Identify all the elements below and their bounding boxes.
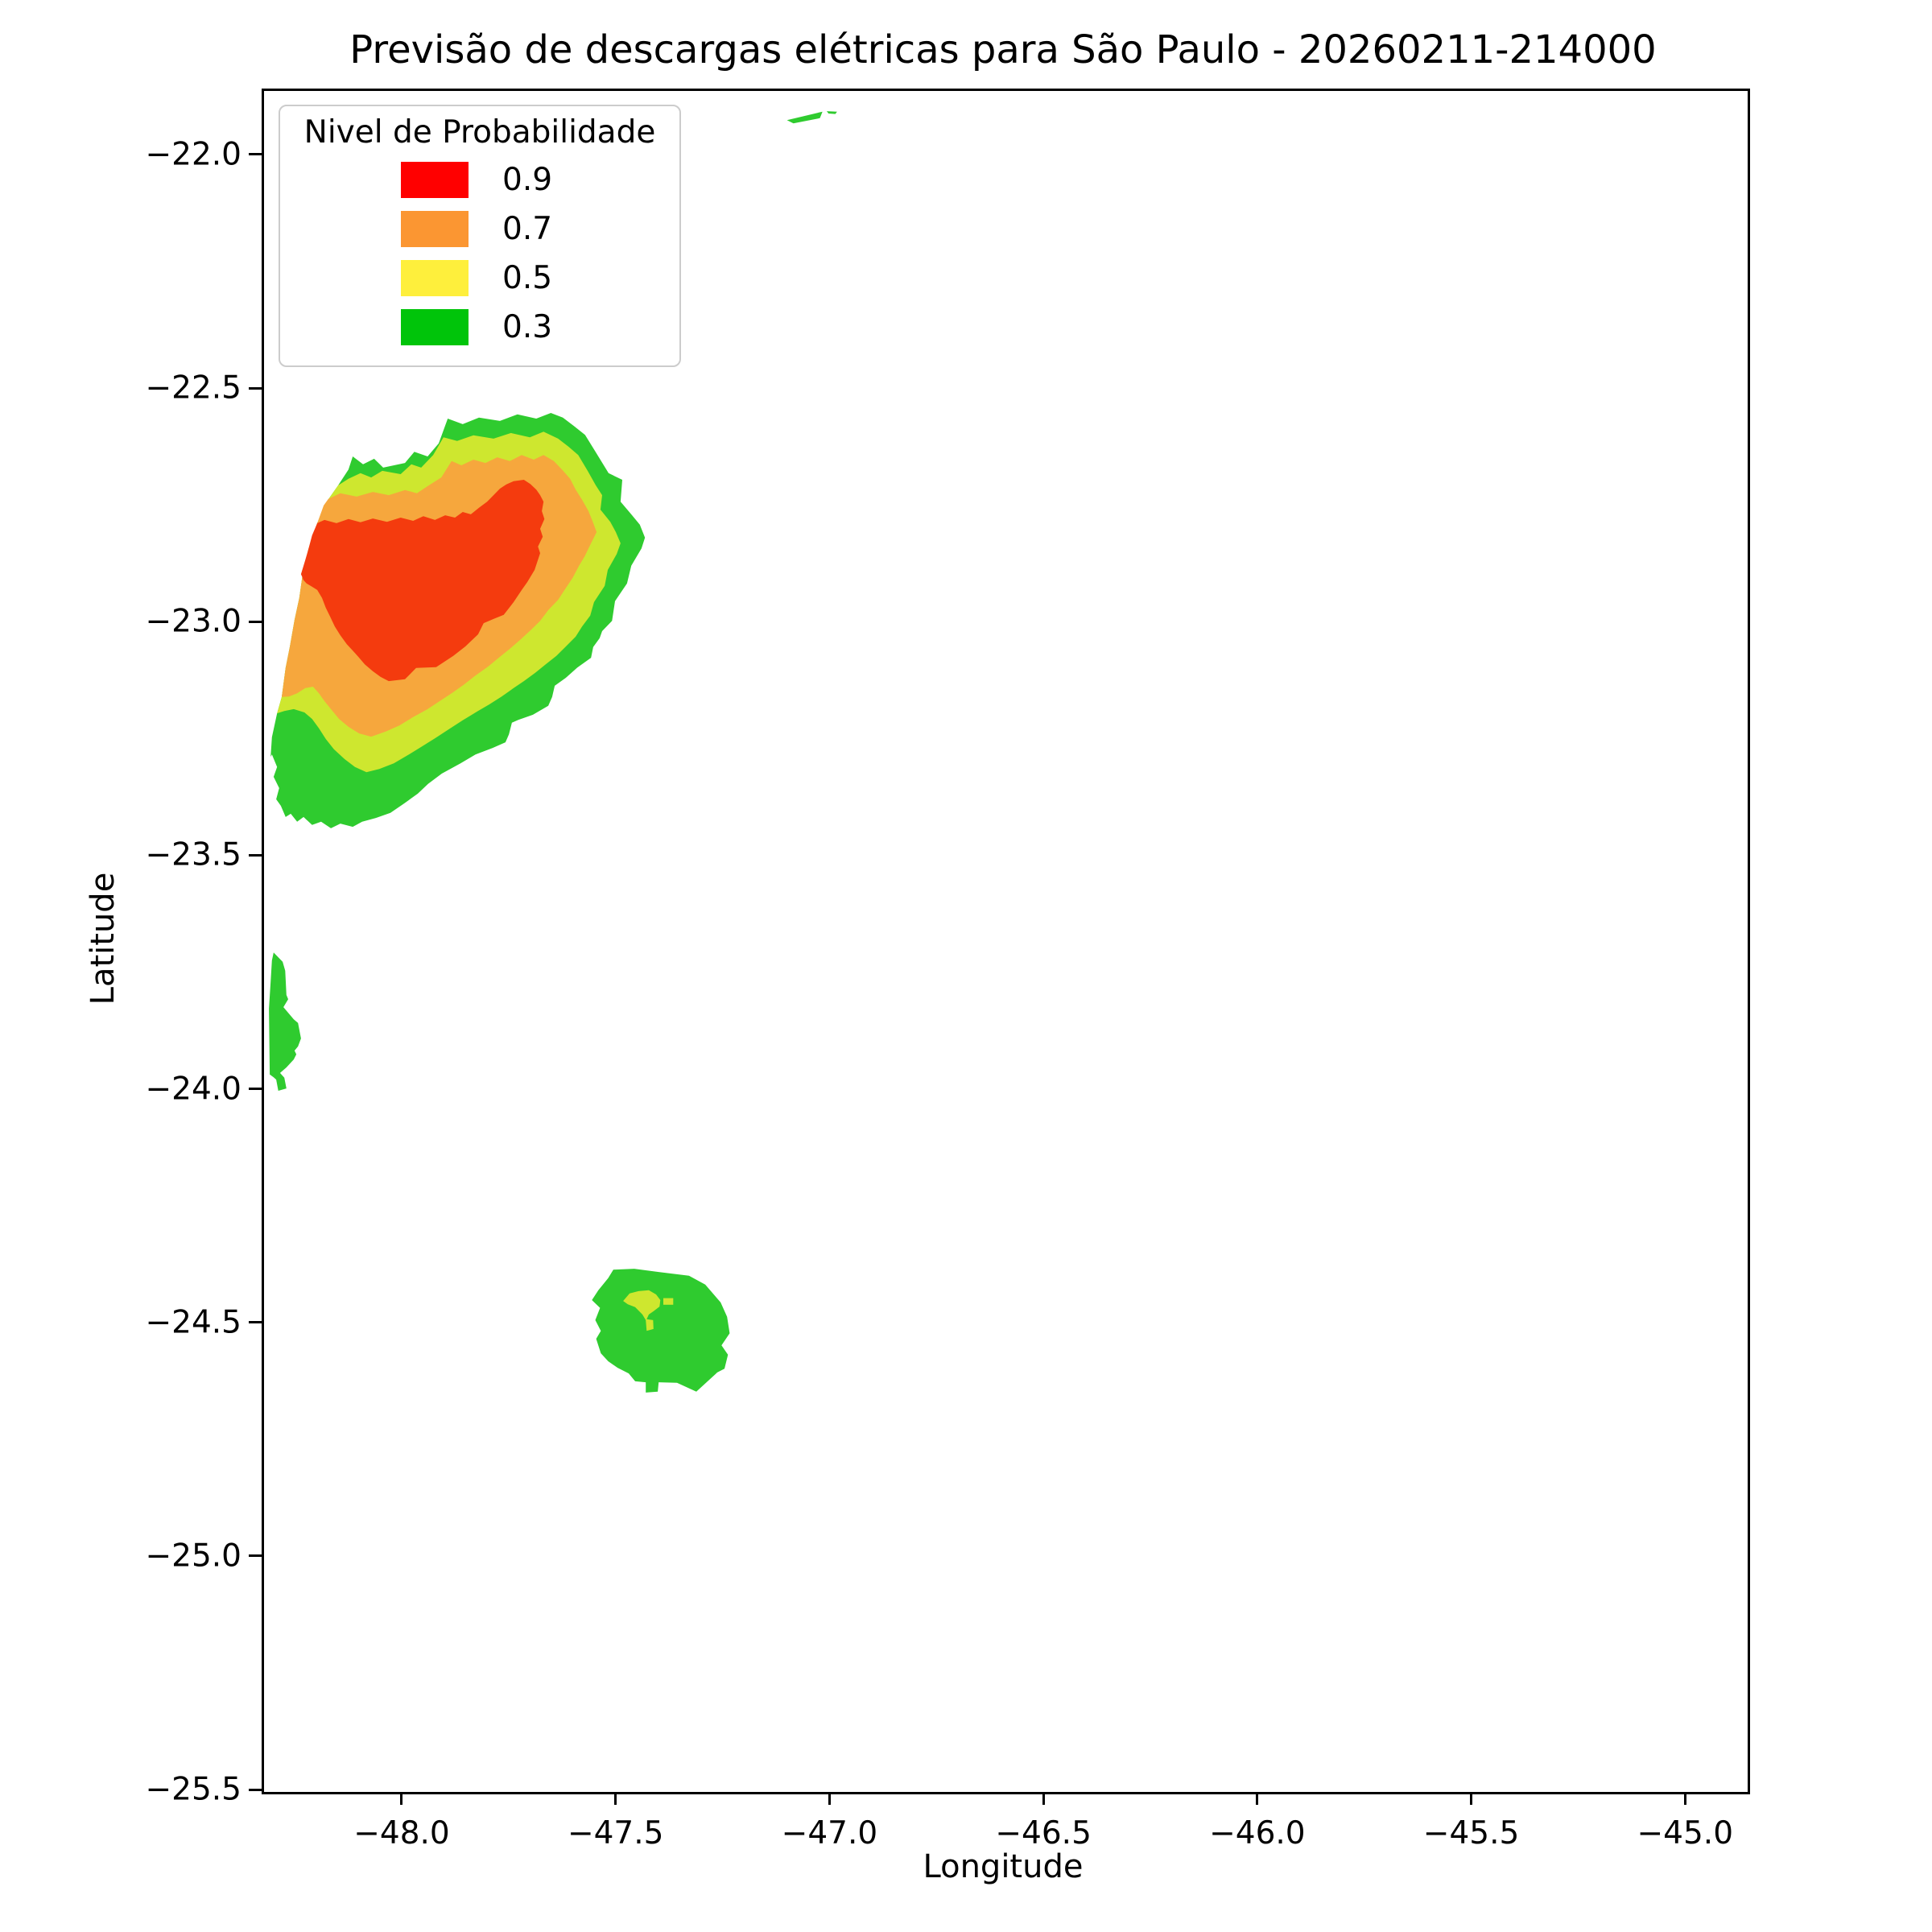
legend-item: 0.9 (280, 155, 679, 204)
legend-rows: 0.9 0.7 0.5 0.3 (280, 155, 679, 352)
legend-item: 0.5 (280, 254, 679, 303)
x-tick-mark (1256, 1792, 1259, 1805)
y-tick-label: −22.5 (145, 369, 242, 407)
y-tick-label: −25.0 (145, 1538, 242, 1575)
contour-region-north-speck-p03 (827, 111, 837, 114)
legend-item-label: 0.3 (502, 309, 553, 345)
legend-item: 0.7 (280, 204, 679, 254)
x-tick-label: −45.0 (1637, 1815, 1734, 1852)
x-tick-mark (400, 1792, 403, 1805)
contour-region-south-cell-p05-dash (663, 1298, 674, 1305)
x-tick-label: −48.0 (353, 1815, 450, 1852)
legend-item-label: 0.9 (502, 162, 553, 198)
contour-region-main-cell-p09 (300, 480, 545, 682)
y-tick-mark (249, 153, 262, 156)
x-tick-mark (1042, 1792, 1045, 1805)
plot-title: Previsão de descargas elétricas para São… (349, 27, 1657, 72)
y-tick-label: −24.0 (145, 1071, 242, 1108)
legend-item: 0.3 (280, 303, 679, 352)
legend: Nivel de Probabilidade 0.9 0.7 0.5 0.3 (279, 105, 681, 367)
x-tick-label: −46.0 (1209, 1815, 1306, 1852)
y-tick-label: −23.5 (145, 836, 242, 873)
x-tick-label: −47.0 (781, 1815, 878, 1852)
legend-title: Nivel de Probabilidade (303, 114, 656, 151)
legend-swatch-icon (401, 162, 469, 198)
x-tick-mark (828, 1792, 831, 1805)
y-tick-label: −25.5 (145, 1771, 242, 1808)
y-tick-mark (249, 620, 262, 623)
y-tick-label: −23.0 (145, 603, 242, 640)
legend-swatch-icon (401, 211, 469, 247)
y-tick-label: −24.5 (145, 1304, 242, 1341)
x-tick-mark (614, 1792, 617, 1805)
x-tick-label: −46.5 (995, 1815, 1092, 1852)
y-tick-mark (249, 1554, 262, 1558)
x-tick-mark (1470, 1792, 1473, 1805)
y-tick-mark (249, 1321, 262, 1324)
x-axis-label: Longitude (923, 1848, 1084, 1885)
legend-swatch-icon (401, 309, 469, 345)
y-tick-label: −22.0 (145, 136, 242, 173)
contour-region-south-cell-p03 (592, 1269, 730, 1393)
contour-region-south-cell-p05 (623, 1290, 661, 1331)
legend-item-label: 0.7 (502, 211, 553, 247)
y-tick-mark (249, 1788, 262, 1791)
legend-swatch-icon (401, 260, 469, 296)
contour-region-west-edge-cell-p03 (269, 952, 301, 1091)
x-tick-label: −45.5 (1422, 1815, 1520, 1852)
y-tick-mark (249, 1088, 262, 1091)
legend-item-label: 0.5 (502, 260, 553, 296)
y-tick-mark (249, 853, 262, 857)
y-tick-mark (249, 386, 262, 390)
contour-region-north-sliver-p03 (786, 111, 823, 124)
plot-area (262, 89, 1750, 1794)
y-axis-label: Latitude (85, 872, 122, 1005)
x-tick-label: −47.5 (567, 1815, 664, 1852)
contour-svg (269, 111, 837, 1393)
x-tick-mark (1683, 1792, 1686, 1805)
